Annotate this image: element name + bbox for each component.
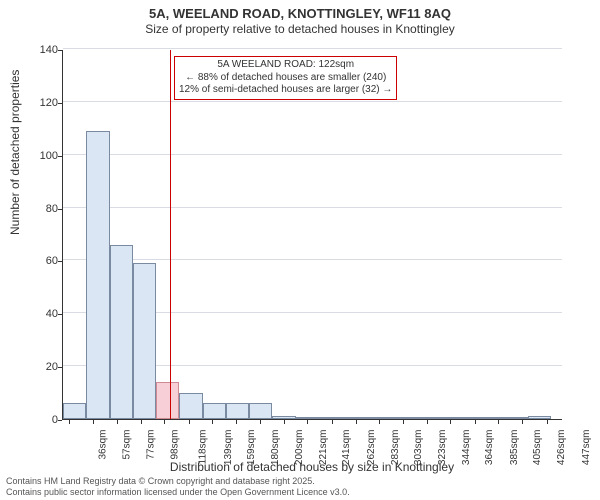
footer-line1: Contains HM Land Registry data © Crown c… bbox=[6, 476, 350, 487]
x-tick-mark bbox=[236, 420, 237, 424]
y-tick-label: 0 bbox=[18, 414, 58, 426]
x-tick-mark bbox=[522, 420, 523, 424]
x-tick-label: 77sqm bbox=[145, 430, 156, 460]
title-line2: Size of property relative to detached ho… bbox=[0, 22, 600, 36]
x-tick-mark bbox=[260, 420, 261, 424]
x-tick-mark bbox=[379, 420, 380, 424]
y-tick-mark bbox=[58, 314, 62, 315]
histogram-bar bbox=[365, 417, 388, 419]
plot-area: 5A WEELAND ROAD: 122sqm← 88% of detached… bbox=[62, 50, 562, 420]
histogram-bar bbox=[249, 403, 272, 419]
y-tick-mark bbox=[58, 50, 62, 51]
x-tick-mark bbox=[93, 420, 94, 424]
histogram-bar bbox=[110, 245, 133, 419]
y-tick-mark bbox=[58, 261, 62, 262]
histogram-bar bbox=[458, 417, 481, 419]
histogram-bar bbox=[389, 417, 412, 419]
histogram-bar bbox=[435, 417, 458, 419]
histogram-bar bbox=[505, 417, 528, 419]
histogram-bar bbox=[528, 416, 551, 419]
chart-title: 5A, WEELAND ROAD, KNOTTINGLEY, WF11 8AQ … bbox=[0, 6, 600, 36]
y-tick-label: 100 bbox=[18, 150, 58, 162]
y-tick-mark bbox=[58, 209, 62, 210]
y-tick-mark bbox=[58, 367, 62, 368]
histogram-bar bbox=[133, 263, 156, 419]
y-tick-mark bbox=[58, 103, 62, 104]
title-line1: 5A, WEELAND ROAD, KNOTTINGLEY, WF11 8AQ bbox=[0, 6, 600, 22]
histogram-bar bbox=[296, 417, 319, 419]
y-gridline bbox=[63, 101, 562, 102]
histogram-bar bbox=[179, 393, 202, 419]
x-tick-mark bbox=[403, 420, 404, 424]
y-tick-label: 40 bbox=[18, 308, 58, 320]
x-tick-mark bbox=[141, 420, 142, 424]
x-tick-label: 447sqm bbox=[581, 430, 592, 466]
x-axis-label: Distribution of detached houses by size … bbox=[62, 460, 562, 474]
x-tick-label: 57sqm bbox=[122, 430, 133, 460]
x-tick-mark bbox=[498, 420, 499, 424]
y-tick-label: 140 bbox=[18, 44, 58, 56]
footer-attribution: Contains HM Land Registry data © Crown c… bbox=[6, 476, 350, 498]
histogram-bar bbox=[342, 417, 365, 419]
histogram-bar bbox=[412, 417, 435, 419]
x-tick-label: 36sqm bbox=[97, 430, 108, 460]
x-tick-mark bbox=[332, 420, 333, 424]
y-gridline bbox=[63, 48, 562, 49]
y-tick-label: 60 bbox=[18, 255, 58, 267]
y-tick-label: 120 bbox=[18, 97, 58, 109]
histogram-bar bbox=[319, 417, 342, 419]
x-tick-mark bbox=[475, 420, 476, 424]
y-tick-label: 80 bbox=[18, 203, 58, 215]
annotation-box: 5A WEELAND ROAD: 122sqm← 88% of detached… bbox=[174, 56, 397, 100]
y-gridline bbox=[63, 154, 562, 155]
x-tick-label: 98sqm bbox=[170, 430, 181, 460]
x-tick-mark bbox=[284, 420, 285, 424]
y-gridline bbox=[63, 259, 562, 260]
chart-container: 5A, WEELAND ROAD, KNOTTINGLEY, WF11 8AQ … bbox=[0, 0, 600, 500]
x-tick-mark bbox=[450, 420, 451, 424]
footer-line2: Contains public sector information licen… bbox=[6, 487, 350, 498]
y-tick-label: 20 bbox=[18, 361, 58, 373]
x-tick-mark bbox=[117, 420, 118, 424]
y-tick-mark bbox=[58, 156, 62, 157]
x-tick-mark bbox=[69, 420, 70, 424]
annotation-line: 5A WEELAND ROAD: 122sqm bbox=[179, 59, 392, 72]
histogram-bar bbox=[226, 403, 249, 419]
histogram-bar bbox=[86, 131, 109, 419]
x-tick-mark bbox=[189, 420, 190, 424]
x-tick-mark bbox=[164, 420, 165, 424]
histogram-bar bbox=[203, 403, 226, 419]
y-tick-mark bbox=[58, 420, 62, 421]
y-gridline bbox=[63, 207, 562, 208]
histogram-bar bbox=[272, 416, 295, 419]
histogram-bar bbox=[482, 417, 505, 419]
x-tick-mark bbox=[356, 420, 357, 424]
histogram-bar bbox=[63, 403, 86, 419]
x-tick-mark bbox=[212, 420, 213, 424]
subject-marker-line bbox=[170, 50, 171, 419]
x-tick-mark bbox=[547, 420, 548, 424]
x-tick-mark bbox=[307, 420, 308, 424]
annotation-line: 12% of semi-detached houses are larger (… bbox=[179, 84, 392, 97]
x-tick-mark bbox=[427, 420, 428, 424]
histogram-bar-highlight bbox=[156, 382, 179, 419]
annotation-line: ← 88% of detached houses are smaller (24… bbox=[179, 72, 392, 85]
